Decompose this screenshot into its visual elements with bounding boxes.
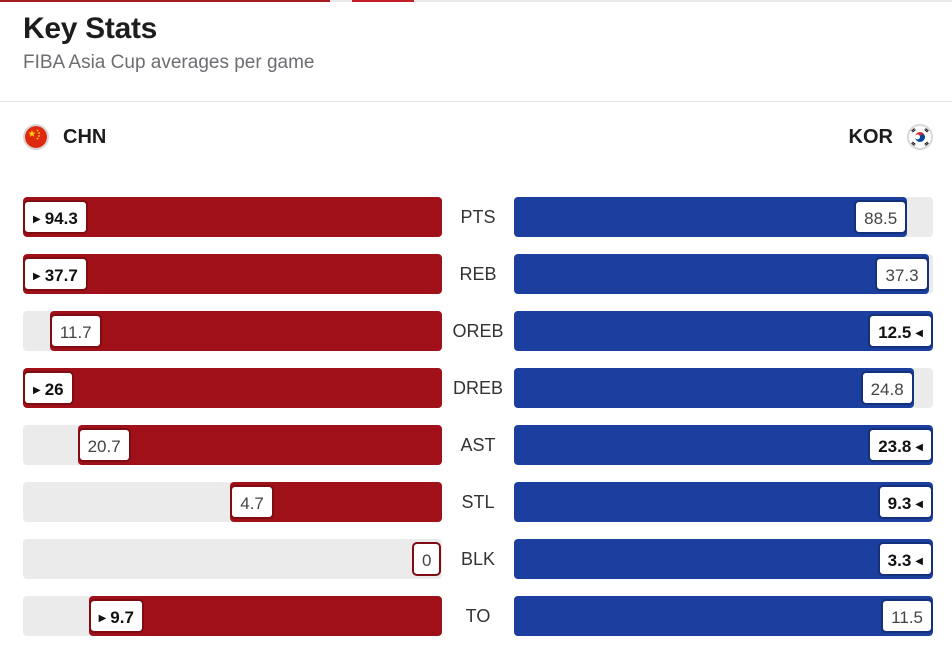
stat-bar-right	[514, 368, 914, 408]
stat-value-right: 37.3	[875, 257, 929, 291]
stat-bar-right	[514, 254, 929, 294]
stat-bar-right	[514, 596, 933, 636]
stat-row: ▶ 9.7 TO 11.5	[0, 596, 952, 636]
leader-caret-icon: ◀	[915, 499, 923, 510]
stat-value-text: 88.5	[864, 209, 898, 228]
stat-value-left: ▶ 37.7	[23, 257, 88, 291]
stat-bar-right	[514, 425, 933, 465]
stat-value-text: 37.7	[44, 266, 78, 285]
stat-value-text: 11.7	[59, 323, 92, 342]
section-header: Key Stats FIBA Asia Cup averages per gam…	[23, 12, 315, 74]
stat-label: DREB	[452, 378, 503, 398]
leader-caret-icon: ◀	[915, 328, 923, 339]
korea-flag-icon	[907, 124, 933, 150]
top-accent-line	[0, 0, 952, 2]
stat-value-right: 88.5	[854, 200, 908, 234]
header-divider	[0, 101, 952, 102]
stat-value-text: 24.8	[870, 380, 904, 399]
stat-bar-right	[514, 311, 933, 351]
stat-row: ▶ 37.7 REB 37.3	[0, 254, 952, 294]
stat-label: AST	[460, 435, 496, 455]
stat-label: PTS	[460, 207, 496, 227]
stat-value-left: ▶ 9.7	[88, 599, 144, 633]
stat-value-left: 4.7	[230, 485, 274, 519]
stat-row: ▶ 26 DREB 24.8	[0, 368, 952, 408]
stat-bar-track-left: 0	[23, 539, 442, 579]
stat-value-right: 24.8	[860, 371, 914, 405]
stat-bar-track-left: 4.7	[23, 482, 442, 522]
stat-value-text: 11.5	[891, 608, 923, 627]
stat-bar-track-right: 11.5	[514, 596, 933, 636]
stat-bar-left	[77, 425, 442, 465]
stat-value-left: 11.7	[49, 314, 102, 348]
stat-bar-track-right: 3.3 ◀	[514, 539, 933, 579]
stat-row: 20.7 AST 23.8 ◀	[0, 425, 952, 465]
stat-value-text: 23.8	[878, 437, 912, 456]
leader-caret-icon: ◀	[915, 556, 923, 567]
stat-label: STL	[461, 492, 495, 512]
leader-caret-icon: ▶	[33, 385, 41, 396]
stat-bar-left	[23, 197, 442, 237]
stat-bar-left	[23, 368, 442, 408]
stat-value-left: ▶ 94.3	[23, 200, 88, 234]
stat-bar-track-right: 24.8	[514, 368, 933, 408]
leader-caret-icon: ◀	[915, 442, 923, 453]
stat-row: 4.7 STL 9.3 ◀	[0, 482, 952, 522]
stat-bar-track-left: 11.7	[23, 311, 442, 351]
stat-value-right: 11.5	[881, 599, 933, 633]
stat-value-left: ▶ 26	[23, 371, 74, 405]
leader-caret-icon: ▶	[33, 271, 41, 282]
team-right-abbr: KOR	[848, 125, 893, 148]
stat-bar-track-right: 12.5 ◀	[514, 311, 933, 351]
stat-row: ▶ 94.3 PTS 88.5	[0, 197, 952, 237]
stat-bar-left	[88, 596, 442, 636]
stat-label: OREB	[452, 321, 504, 341]
stat-value-text: 20.7	[87, 437, 121, 456]
stat-value-text: 12.5	[878, 323, 912, 342]
accent-segment	[0, 0, 330, 2]
stat-value-right: 9.3 ◀	[877, 485, 933, 519]
leader-caret-icon: ▶	[98, 613, 107, 624]
stat-bar-track-left: ▶ 94.3	[23, 197, 442, 237]
stat-value-text: 3.3	[887, 551, 912, 570]
stat-bar-right	[514, 482, 933, 522]
stat-row: 0 BLK 3.3 ◀	[0, 539, 952, 579]
stat-value-left: 0	[412, 542, 442, 576]
stat-bar-track-left: ▶ 37.7	[23, 254, 442, 294]
page-title: Key Stats	[23, 12, 158, 45]
stat-value-right: 23.8 ◀	[868, 428, 933, 462]
stat-label: REB	[459, 264, 497, 284]
stat-value-left: 20.7	[77, 428, 131, 462]
stat-label: TO	[465, 606, 491, 626]
stat-value-text: 4.7	[240, 494, 264, 513]
stat-row: 11.7 OREB 12.5 ◀	[0, 311, 952, 351]
stat-bar-right	[514, 539, 933, 579]
leader-caret-icon: ▶	[33, 214, 41, 225]
stat-bar-track-right: 88.5	[514, 197, 933, 237]
stat-value-text: 94.3	[44, 209, 78, 228]
stat-value-text: 9.7	[110, 608, 134, 627]
stat-value-text: 37.3	[885, 266, 919, 285]
team-left: CHN	[23, 124, 106, 150]
stat-value-text: 26	[44, 380, 64, 399]
page-subtitle: FIBA Asia Cup averages per game	[23, 52, 315, 73]
stat-bar-track-left: ▶ 9.7	[23, 596, 442, 636]
stat-bar-track-right: 37.3	[514, 254, 933, 294]
stat-value-text: 0	[422, 551, 432, 570]
stat-bar-right	[514, 197, 908, 237]
stat-bar-track-right: 23.8 ◀	[514, 425, 933, 465]
stat-value-text: 9.3	[887, 494, 912, 513]
accent-segment	[352, 0, 414, 2]
stat-bar-track-left: ▶ 26	[23, 368, 442, 408]
team-left-abbr: CHN	[63, 125, 107, 148]
stat-bar-track-right: 9.3 ◀	[514, 482, 933, 522]
stat-bar-left	[23, 254, 442, 294]
stat-bar-left	[49, 311, 442, 351]
stat-value-right: 12.5 ◀	[868, 314, 933, 348]
stat-value-right: 3.3 ◀	[877, 542, 933, 576]
stat-bar-track-left: 20.7	[23, 425, 442, 465]
china-flag-icon	[23, 124, 49, 150]
team-right: KOR	[849, 124, 933, 150]
stat-label: BLK	[460, 549, 496, 569]
